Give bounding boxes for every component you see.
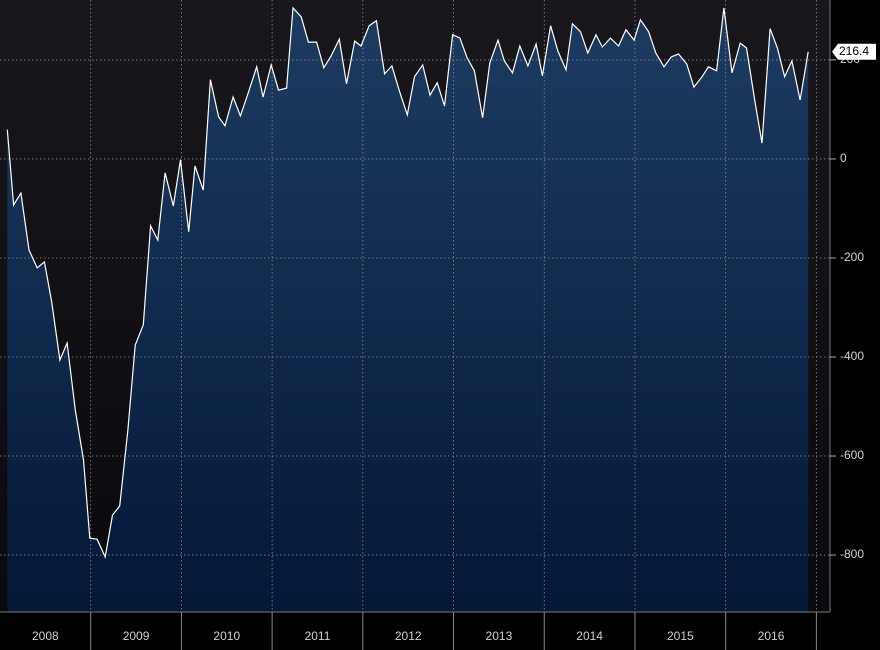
x-tick-label: 2008 — [32, 629, 59, 643]
area — [7, 7, 809, 612]
x-tick-label: 2012 — [395, 629, 422, 643]
last-value-box — [832, 43, 876, 60]
x-tick-label: 2015 — [667, 629, 694, 643]
line — [6, 6, 809, 560]
y-tick-label: -800 — [840, 547, 864, 561]
x-tick-label: 2011 — [305, 629, 331, 643]
x-tick-label: 2010 — [213, 629, 240, 643]
y-tick-label: 0 — [840, 151, 847, 165]
x-tick-label: 2013 — [486, 629, 513, 643]
x-tick-label: 2009 — [123, 629, 150, 643]
x-tick-label: 2016 — [758, 629, 785, 643]
x-tick-label: 2014 — [576, 629, 603, 643]
y-tick-label: -600 — [840, 448, 864, 462]
last-value-label: 216.4 — [839, 44, 869, 58]
y-tick-label: -400 — [840, 349, 864, 363]
y-tick-label: -200 — [840, 250, 864, 264]
